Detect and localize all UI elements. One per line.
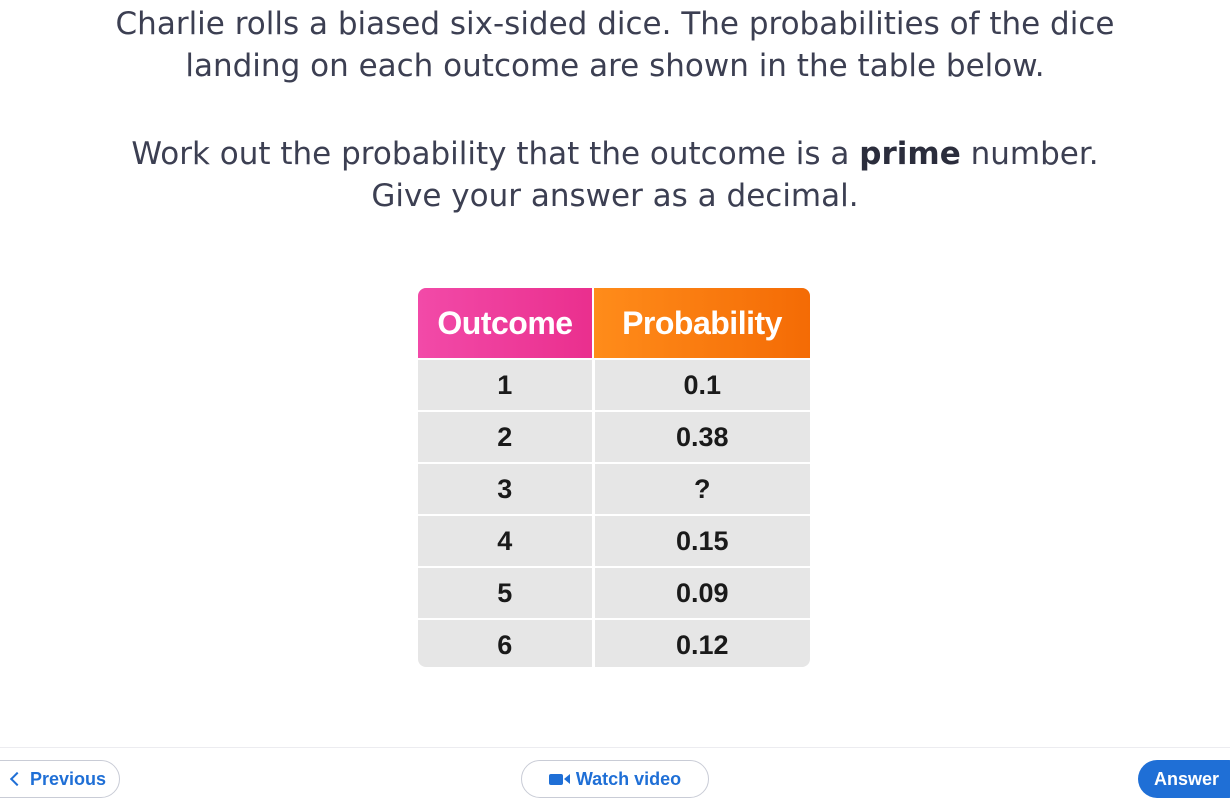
cell-outcome: 6 [418, 618, 595, 667]
chevron-left-icon [9, 771, 25, 787]
cell-outcome: 4 [418, 514, 595, 567]
question-task: Work out the probability that the outcom… [0, 133, 1230, 217]
question-line-4: Give your answer as a decimal. [371, 178, 859, 214]
cell-outcome: 3 [418, 462, 595, 515]
cell-probability: 0.12 [593, 618, 810, 667]
table-row: 5 0.09 [418, 566, 810, 619]
table-row: 6 0.12 [418, 618, 810, 667]
question-line-3-start: Work out the probability that the outcom… [131, 136, 860, 172]
cell-probability: 0.15 [593, 514, 810, 567]
cell-outcome: 1 [418, 358, 595, 411]
table-row: 4 0.15 [418, 514, 810, 567]
cell-outcome: 5 [418, 566, 595, 619]
footer-divider [0, 747, 1230, 748]
prime-keyword: prime [859, 136, 961, 172]
previous-label: Previous [29, 768, 107, 789]
watch-video-button[interactable]: Watch video [521, 760, 709, 798]
cell-probability: 0.38 [593, 410, 810, 463]
probability-table-grid: Outcome Probability 1 0.1 2 0.38 3 ? [418, 288, 810, 667]
header-outcome: Outcome [418, 288, 594, 359]
header-probability: Probability [593, 288, 810, 359]
cell-probability: ? [593, 462, 810, 515]
video-camera-icon [548, 773, 570, 785]
answer-label: Answer [1154, 768, 1220, 789]
watch-video-label: Watch video [575, 768, 682, 789]
question-line-1: Charlie rolls a biased six-sided dice. T… [115, 6, 1115, 42]
question-line-2: landing on each outcome are shown in the… [185, 48, 1045, 84]
answer-button[interactable]: Answer [1138, 760, 1230, 798]
cell-probability: 0.1 [593, 358, 810, 411]
cell-probability: 0.09 [593, 566, 810, 619]
probability-table: Outcome Probability 1 0.1 2 0.38 3 ? [418, 288, 810, 667]
table-row: 2 0.38 [418, 410, 810, 463]
previous-button[interactable]: Previous [0, 760, 120, 798]
question-intro: Charlie rolls a biased six-sided dice. T… [0, 3, 1230, 87]
question-line-3-end: number. [960, 136, 1099, 172]
table-header-row: Outcome Probability [418, 288, 810, 359]
cell-outcome: 2 [418, 410, 595, 463]
question-line-3: Work out the probability that the outcom… [0, 133, 1230, 175]
table-row: 1 0.1 [418, 358, 810, 411]
table-row: 3 ? [418, 462, 810, 515]
